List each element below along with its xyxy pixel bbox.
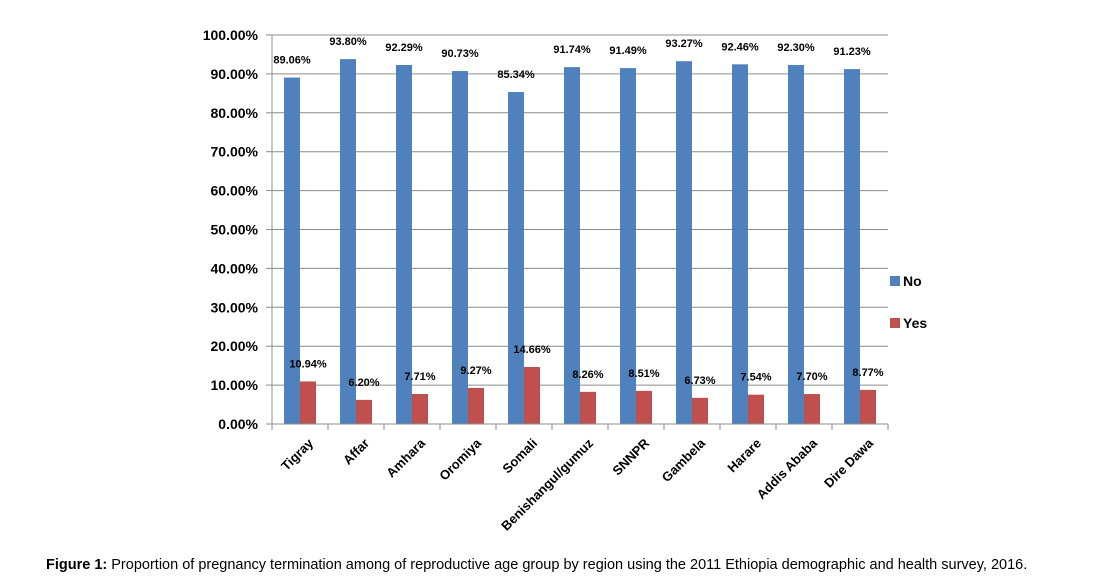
bar-yes (804, 394, 820, 424)
data-label-yes: 8.77% (852, 367, 883, 379)
bar-no (340, 59, 356, 424)
data-label-no: 89.06% (273, 55, 311, 67)
legend-label-yes: Yes (903, 315, 927, 331)
x-tick-label: Harare (724, 436, 764, 476)
data-label-yes: 7.54% (740, 372, 771, 384)
bar-chart: 0.00% 10.00% 20.00% 30.00% 40.00% 50.00% 60.00… (203, 27, 928, 533)
y-tick-labels: 0.00% 10.00% 20.00% 30.00% 40.00% 50.00% 60.00… (203, 27, 259, 432)
legend-swatch-yes (890, 318, 900, 328)
x-tick-label: Tigray (278, 435, 317, 474)
bar-no (844, 69, 860, 425)
bar-yes (580, 391, 596, 424)
y-tick-label: 100.00% (203, 27, 259, 43)
bars (284, 59, 876, 425)
legend: No Yes (890, 273, 927, 331)
x-tick-label: Somali (499, 436, 540, 477)
legend-label-no: No (903, 273, 922, 289)
bar-no (620, 68, 636, 425)
bar-no (452, 71, 468, 424)
data-label-yes: 14.66% (513, 344, 551, 356)
data-label-no: 91.23% (833, 46, 871, 58)
data-label-yes: 8.26% (572, 369, 603, 381)
bar-no (564, 67, 580, 424)
data-label-no: 91.74% (553, 44, 591, 56)
bar-no (508, 92, 524, 424)
data-label-yes: 7.71% (404, 371, 435, 383)
caption-label: Figure 1: (46, 557, 108, 573)
data-label-no: 90.73% (441, 48, 479, 60)
data-label-yes: 6.73% (684, 375, 715, 387)
x-tick-label: Gambela (659, 435, 709, 485)
bar-no (788, 64, 804, 424)
y-tick-label: 10.00% (211, 377, 259, 393)
y-tick-label: 40.00% (211, 260, 259, 276)
y-tick-label: 30.00% (211, 299, 259, 315)
bar-no (676, 61, 692, 425)
y-tick-label: 70.00% (211, 144, 259, 160)
data-label-yes: 10.94% (289, 358, 327, 370)
x-tick-label: SNNPR (609, 435, 652, 478)
y-tick-label: 90.00% (211, 66, 259, 82)
data-label-yes: 8.51% (628, 368, 659, 380)
data-label-no: 91.49% (609, 45, 647, 57)
y-tick-label: 80.00% (211, 105, 259, 121)
x-tick-labels: Tigray Affar Amhara Oromiya SomaliBenishangu… (278, 435, 877, 533)
bar-yes (300, 381, 316, 424)
bar-yes (356, 399, 372, 424)
x-tick-label: Addis Ababa (754, 435, 821, 502)
data-label-yes: 9.27% (460, 365, 491, 377)
data-label-no: 93.80% (329, 36, 367, 48)
x-tick-label: Amhara (383, 435, 428, 480)
x-tick-label: Dire Dawa (821, 435, 877, 491)
bar-yes (412, 394, 428, 424)
axes (271, 35, 889, 430)
data-labels: 89.06% 10.94% 93.80% 6.20% 92.29% 7.71% 90.73%… (273, 36, 883, 389)
caption-text: Proportion of pregnancy termination amon… (107, 557, 1028, 573)
data-label-no: 92.30% (777, 42, 815, 54)
bar-yes (524, 366, 540, 424)
data-label-no: 92.46% (721, 41, 759, 53)
bar-no (284, 77, 300, 424)
data-label-no: 92.29% (385, 42, 423, 54)
x-tick-label: Oromiya (436, 435, 484, 483)
data-label-no: 93.27% (665, 38, 703, 50)
y-tick-label: 20.00% (211, 338, 259, 354)
bar-yes (860, 389, 876, 424)
bar-no (732, 64, 748, 424)
x-tick-label: Affar (340, 436, 372, 468)
bar-yes (692, 397, 708, 424)
data-label-yes: 6.20% (348, 377, 379, 389)
y-tick-label: 60.00% (211, 183, 259, 199)
bar-yes (468, 387, 484, 424)
figure-caption: Figure 1: Proportion of pregnancy termin… (46, 557, 1027, 573)
bar-yes (748, 394, 764, 424)
y-tick-label: 50.00% (211, 222, 259, 238)
bar-yes (636, 390, 652, 424)
legend-swatch-no (890, 276, 900, 286)
x-tick-label: Benishangul/gumuz (498, 435, 596, 533)
y-tick-label: 0.00% (218, 416, 258, 432)
data-label-no: 85.34% (497, 69, 535, 81)
bar-no (396, 64, 412, 425)
data-label-yes: 7.70% (796, 371, 827, 383)
